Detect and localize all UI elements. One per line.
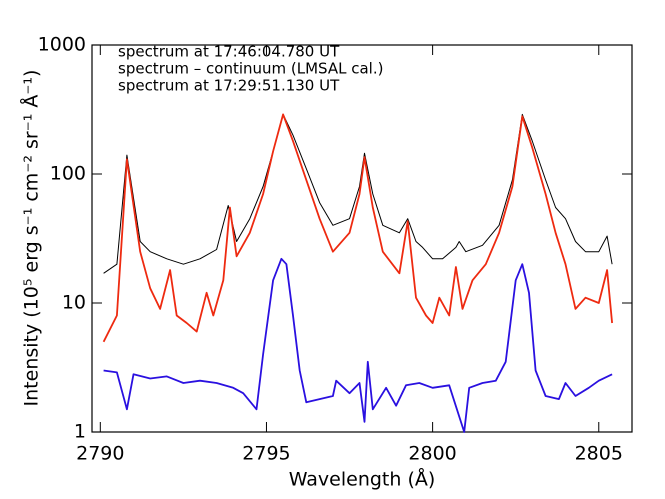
x-tick-label: 2800 xyxy=(408,443,456,465)
y-tick-label: 1000 xyxy=(38,34,86,56)
x-axis-label: Wavelength (Å) xyxy=(289,468,436,491)
y-tick-label: 100 xyxy=(50,163,86,185)
series-line xyxy=(102,113,613,343)
y-axis-label: Intensity (10⁵ erg s⁻¹ cm⁻² sr⁻¹ Å⁻¹) xyxy=(20,70,43,407)
y-tick-label: 1 xyxy=(74,421,86,443)
legend-entry: spectrum at 17:46:04.780 UT xyxy=(118,43,340,61)
x-tick-label: 2795 xyxy=(242,443,290,465)
legend-entry: spectrum – continuum (LMSAL cal.) xyxy=(118,60,383,78)
plot-frame xyxy=(91,44,633,433)
y-tick-label: 10 xyxy=(62,292,86,314)
legend-entry: spectrum at 17:29:51.130 UT xyxy=(118,77,340,95)
x-tick-label: 2790 xyxy=(76,443,124,465)
x-tick-label: 2805 xyxy=(575,443,623,465)
series-line xyxy=(103,113,613,274)
series-line xyxy=(103,257,613,433)
